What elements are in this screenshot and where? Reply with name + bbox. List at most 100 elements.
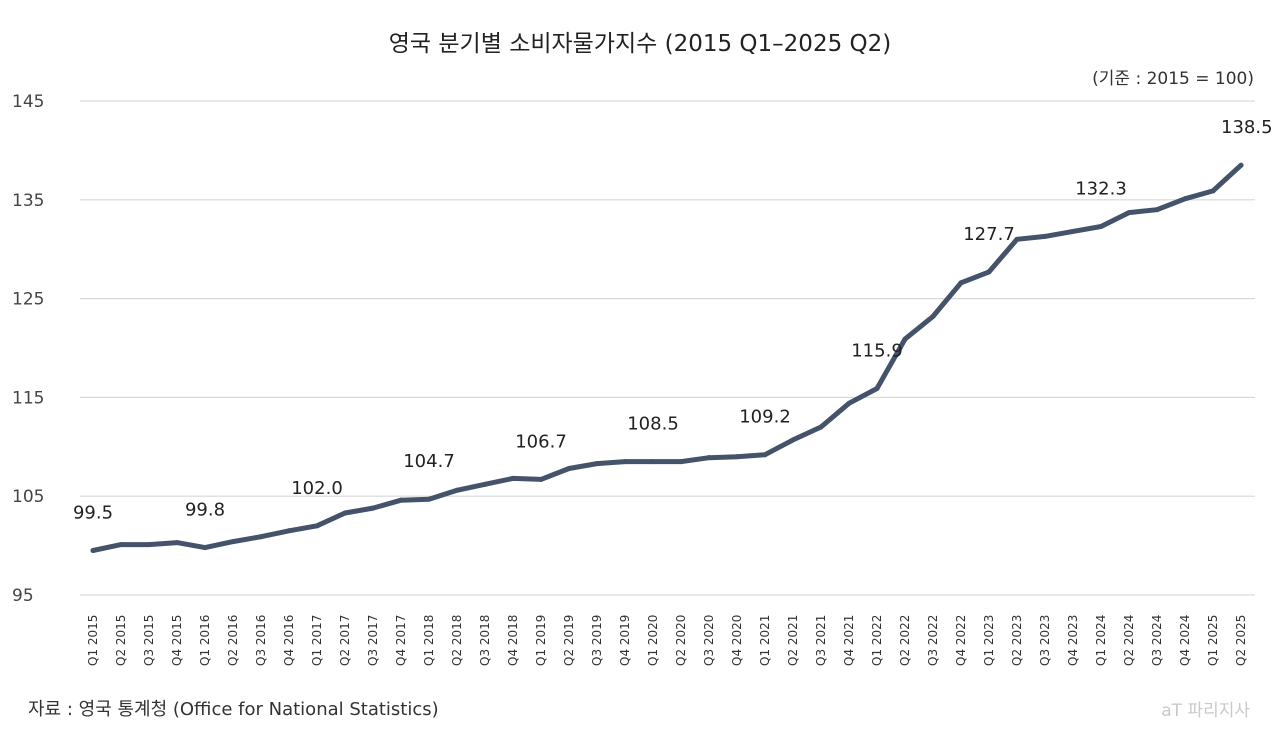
data-point-q1-2023 bbox=[986, 269, 992, 275]
x-tick-label: Q4 2018 bbox=[506, 615, 520, 666]
data-point-q1-2015 bbox=[90, 548, 96, 554]
x-tick-label: Q1 2022 bbox=[870, 615, 884, 666]
x-tick-label: Q4 2019 bbox=[618, 615, 632, 666]
x-tick-label: Q3 2018 bbox=[478, 615, 492, 666]
x-tick-label: Q1 2025 bbox=[1206, 615, 1220, 666]
data-label: 99.5 bbox=[73, 503, 113, 524]
data-label: 99.8 bbox=[185, 500, 225, 521]
x-tick-label: Q4 2015 bbox=[170, 615, 184, 666]
x-tick-label: Q2 2016 bbox=[226, 615, 240, 666]
data-point-q1-2016 bbox=[202, 545, 208, 551]
y-tick-label: 105 bbox=[12, 487, 44, 507]
x-tick-label: Q4 2022 bbox=[954, 615, 968, 666]
x-tick-label: Q2 2023 bbox=[1010, 615, 1024, 666]
data-point-q3-2019 bbox=[594, 461, 600, 467]
x-tick-label: Q3 2015 bbox=[142, 615, 156, 666]
x-tick-label: Q2 2025 bbox=[1234, 615, 1248, 666]
x-tick-label: Q3 2021 bbox=[814, 615, 828, 666]
data-point-q4-2024 bbox=[1182, 196, 1188, 202]
x-tick-label: Q1 2020 bbox=[646, 615, 660, 666]
x-tick-label: Q1 2019 bbox=[534, 615, 548, 666]
data-label: 109.2 bbox=[739, 407, 791, 428]
data-point-q4-2018 bbox=[510, 475, 516, 481]
x-tick-label: Q4 2017 bbox=[394, 615, 408, 666]
data-point-q2-2019 bbox=[566, 466, 572, 472]
x-tick-label: Q1 2017 bbox=[310, 615, 324, 666]
grid-lines bbox=[80, 100, 1255, 596]
x-tick-label: Q1 2024 bbox=[1094, 615, 1108, 666]
x-tick-label: Q3 2017 bbox=[366, 615, 380, 666]
data-point-q4-2017 bbox=[398, 497, 404, 503]
watermark: aT 파리지사 bbox=[1161, 701, 1250, 721]
data-point-q4-2022 bbox=[958, 280, 964, 286]
data-point-q2-2024 bbox=[1126, 210, 1132, 216]
data-point-q3-2020 bbox=[706, 455, 712, 461]
data-point-q3-2024 bbox=[1154, 207, 1160, 213]
data-point-q1-2020 bbox=[650, 459, 656, 465]
base-year-note: (기준 : 2015 = 100) bbox=[1092, 69, 1254, 89]
data-point-q3-2015 bbox=[146, 542, 152, 548]
data-label: 132.3 bbox=[1075, 178, 1127, 199]
data-labels: 99.5 99.8 102.0 104.7 106.7 108.5 109.2 115.9 12… bbox=[73, 117, 1273, 523]
x-tick-label: Q4 2016 bbox=[282, 615, 296, 666]
data-point-q3-2023 bbox=[1042, 233, 1048, 239]
data-point-q2-2017 bbox=[342, 510, 348, 516]
data-point-q1-2018 bbox=[426, 496, 432, 502]
data-point-q2-2023 bbox=[1014, 236, 1020, 242]
y-tick-label: 125 bbox=[12, 290, 44, 310]
data-point-q2-2018 bbox=[454, 487, 460, 493]
data-point-q4-2021 bbox=[846, 400, 852, 406]
x-tick-label: Q3 2020 bbox=[702, 615, 716, 666]
x-tick-label: Q3 2022 bbox=[926, 615, 940, 666]
x-tick-label: Q2 2020 bbox=[674, 615, 688, 666]
data-point-q3-2018 bbox=[482, 481, 488, 487]
x-tick-label: Q1 2018 bbox=[422, 615, 436, 666]
x-tick-label: Q2 2018 bbox=[450, 615, 464, 666]
x-tick-label: Q3 2024 bbox=[1150, 615, 1164, 666]
data-point-q4-2015 bbox=[174, 540, 180, 546]
data-point-q1-2025 bbox=[1210, 188, 1216, 194]
data-point-q1-2024 bbox=[1098, 223, 1104, 229]
data-point-q3-2016 bbox=[258, 534, 264, 540]
x-axis-ticks: Q1 2015 Q2 2015 Q3 2015 Q4 2015 Q1 2016 Q2 20… bbox=[86, 615, 1248, 666]
data-point-q2-2021 bbox=[790, 437, 796, 443]
data-point-q2-2022 bbox=[902, 336, 908, 342]
x-tick-label: Q2 2019 bbox=[562, 615, 576, 666]
y-axis-ticks: 95 105 115 125 135 145 bbox=[12, 92, 44, 606]
data-point-q1-2022 bbox=[874, 386, 880, 392]
data-label: 127.7 bbox=[963, 224, 1015, 245]
series-cpi bbox=[90, 162, 1244, 554]
data-point-q2-2016 bbox=[230, 539, 236, 545]
x-tick-label: Q1 2016 bbox=[198, 615, 212, 666]
data-label: 138.5 bbox=[1221, 117, 1273, 138]
x-tick-label: Q1 2021 bbox=[758, 615, 772, 666]
cpi-series-line bbox=[90, 162, 1244, 553]
x-tick-label: Q2 2022 bbox=[898, 615, 912, 666]
x-tick-label: Q2 2017 bbox=[338, 615, 352, 666]
x-tick-label: Q3 2016 bbox=[254, 615, 268, 666]
data-point-q2-2025 bbox=[1238, 162, 1244, 168]
data-point-q3-2021 bbox=[818, 424, 824, 430]
x-tick-label: Q4 2020 bbox=[730, 615, 744, 666]
data-label: 102.0 bbox=[291, 478, 343, 499]
data-point-q3-2022 bbox=[930, 313, 936, 319]
y-tick-label: 145 bbox=[12, 92, 44, 112]
y-tick-label: 135 bbox=[12, 191, 44, 211]
data-point-q3-2017 bbox=[370, 505, 376, 511]
data-point-q1-2019 bbox=[538, 476, 544, 482]
source-note: 자료 : 영국 통계청 (Office for National Statist… bbox=[28, 699, 439, 720]
data-point-q1-2017 bbox=[314, 523, 320, 529]
data-label: 115.9 bbox=[851, 341, 903, 362]
data-point-q2-2020 bbox=[678, 459, 684, 465]
y-tick-label: 115 bbox=[12, 388, 44, 408]
x-tick-label: Q4 2023 bbox=[1066, 615, 1080, 666]
chart-title: 영국 분기별 소비자물가지수 (2015 Q1–2025 Q2) bbox=[388, 31, 892, 57]
x-tick-label: Q1 2023 bbox=[982, 615, 996, 666]
x-tick-label: Q2 2015 bbox=[114, 615, 128, 666]
x-tick-label: Q4 2024 bbox=[1178, 615, 1192, 666]
data-point-q4-2020 bbox=[734, 454, 740, 460]
data-point-q2-2015 bbox=[118, 542, 124, 548]
data-label: 108.5 bbox=[627, 414, 679, 435]
x-tick-label: Q2 2024 bbox=[1122, 615, 1136, 666]
